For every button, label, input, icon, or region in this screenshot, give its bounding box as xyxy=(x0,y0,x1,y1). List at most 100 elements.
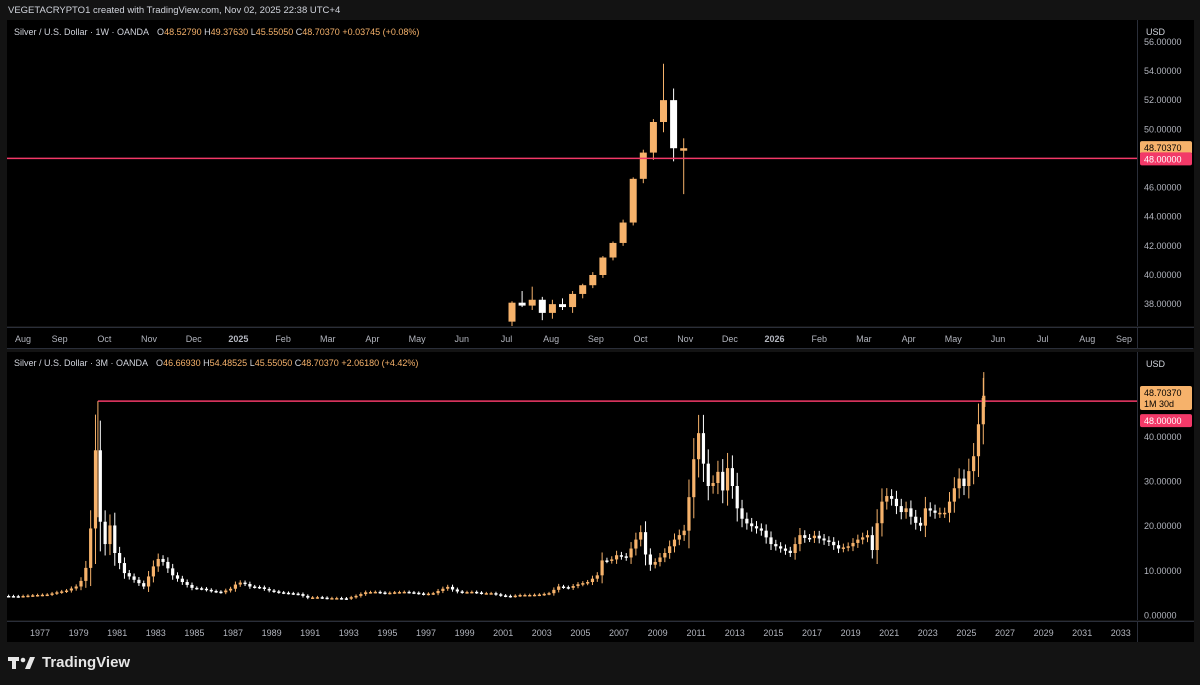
quarterly-price-axis[interactable]: USD 0.00000 10.00000 20.00000 30.00000 40.000… xyxy=(1137,352,1194,621)
quarterly-candle-body xyxy=(359,594,363,596)
quarterly-candle-body xyxy=(200,588,204,590)
quarterly-candle-body xyxy=(798,535,802,545)
quarterly-candle-body xyxy=(171,568,175,576)
weekly-time-tick: Nov xyxy=(677,334,694,344)
quarterly-time-tick: 2007 xyxy=(609,628,629,638)
quarterly-candle-body xyxy=(393,592,397,594)
quarterly-candle-body xyxy=(407,591,411,594)
quarterly-chart-pane[interactable] xyxy=(7,352,1137,620)
quarterly-candle-body xyxy=(339,598,344,600)
weekly-time-tick: Nov xyxy=(141,334,158,344)
quarterly-candle-body xyxy=(566,587,570,589)
quarterly-time-tick: 1987 xyxy=(223,628,243,638)
quarterly-candle-body xyxy=(431,593,435,595)
quarterly-candle-body xyxy=(161,558,165,562)
quarterly-candle-body xyxy=(64,590,69,593)
quarterly-candle-body xyxy=(880,501,884,524)
weekly-time-tick: Jul xyxy=(1037,334,1049,344)
weekly-price-tick: 56.00000 xyxy=(1144,37,1182,47)
quarterly-candle-body xyxy=(779,546,783,549)
quarterly-level-tag xyxy=(1140,414,1192,428)
quarterly-candle-body xyxy=(16,596,20,598)
quarterly-candle-body xyxy=(899,506,903,513)
quarterly-change: +2.06180 (+4.42%) xyxy=(341,358,419,368)
quarterly-candle-body xyxy=(677,535,681,540)
tradingview-footer[interactable]: TradingView xyxy=(8,654,130,671)
weekly-candle-body xyxy=(599,257,607,275)
quarterly-candle-body xyxy=(909,508,913,517)
quarterly-time-tick: 1993 xyxy=(339,628,359,638)
quarterly-candle-body xyxy=(706,463,710,486)
weekly-time-tick: Jun xyxy=(991,334,1006,344)
weekly-candle-body xyxy=(508,302,516,322)
weekly-symbol-title: Silver / U.S. Dollar · 1W · OANDA xyxy=(14,27,149,37)
quarterly-candle-body xyxy=(484,593,488,595)
quarterly-candle-body xyxy=(315,597,320,599)
quarterly-candle-body xyxy=(190,584,194,588)
quarterly-candle-body xyxy=(373,591,377,594)
quarterly-low: 45.55050 xyxy=(254,358,293,368)
quarterly-candle-body xyxy=(108,525,112,545)
quarterly-time-tick: 1985 xyxy=(184,628,204,638)
quarterly-candle-body xyxy=(224,590,228,593)
weekly-time-tick: Apr xyxy=(902,334,916,344)
quarterly-candle-body xyxy=(648,554,652,565)
weekly-candle-body xyxy=(619,222,627,243)
weekly-price-axis[interactable]: USD 38.00000 40.00000 42.00000 44.00000 46.00… xyxy=(1137,20,1194,326)
quarterly-candle-body xyxy=(904,508,908,513)
quarterly-candle-body xyxy=(296,593,300,596)
weekly-time-tick: May xyxy=(409,334,427,344)
weekly-price-tick: 42.00000 xyxy=(1144,241,1182,251)
weekly-time-tick: Sep xyxy=(588,334,604,344)
quarterly-candle-body xyxy=(750,523,754,527)
weekly-price-axis-svg: USD 38.00000 40.00000 42.00000 44.00000 46.00… xyxy=(1140,27,1192,309)
quarterly-candle-body xyxy=(127,573,131,577)
quarterly-candle-body xyxy=(238,582,242,585)
weekly-time-tick: Feb xyxy=(275,334,291,344)
quarterly-candle-body xyxy=(306,595,310,598)
quarterly-candle-body xyxy=(368,592,373,594)
weekly-time-tick: Aug xyxy=(15,334,31,344)
weekly-candle-body xyxy=(528,299,536,306)
quarterly-candle-body xyxy=(421,593,426,595)
quarterly-candle-body xyxy=(783,548,788,551)
weekly-chart-pane[interactable] xyxy=(7,20,1137,326)
quarterly-candle-body xyxy=(402,591,406,594)
quarterly-candle-body xyxy=(89,528,93,568)
quarterly-candle-body xyxy=(513,595,517,598)
quarterly-candle-body xyxy=(528,594,532,597)
quarterly-candle-body xyxy=(976,424,981,457)
quarterly-time-tick: 2009 xyxy=(648,628,668,638)
quarterly-candle-body xyxy=(735,486,739,509)
quarterly-time-axis-svg: 1977 1979 1981 1983 1985 1987 1989 1991 1993 1995… xyxy=(30,628,1131,638)
weekly-time-axis[interactable]: Aug Sep Oct Nov Dec 2025 Feb Mar Apr May Jun Jul Aug… xyxy=(7,327,1137,348)
quarterly-candle-body xyxy=(841,547,845,549)
quarterly-candle-body xyxy=(774,544,778,547)
quarterly-candle-body xyxy=(865,535,870,538)
quarterly-candle-body xyxy=(701,433,706,464)
weekly-price-tick: 40.00000 xyxy=(1144,270,1182,280)
quarterly-time-tick: 2029 xyxy=(1034,628,1054,638)
quarterly-time-tick: 2001 xyxy=(493,628,513,638)
quarterly-candle-body xyxy=(827,540,831,542)
quarterly-candle-body xyxy=(504,595,508,597)
quarterly-time-axis[interactable]: 1977 1979 1981 1983 1985 1987 1989 1991 1993 1995… xyxy=(7,621,1137,642)
weekly-time-tick: Feb xyxy=(811,334,827,344)
quarterly-candle-body xyxy=(952,488,956,502)
quarterly-time-tick: 2027 xyxy=(995,628,1015,638)
quarterly-candle-body xyxy=(532,594,537,597)
quarterly-candle-body xyxy=(455,589,459,592)
weekly-price-tick: 46.00000 xyxy=(1144,183,1182,193)
quarterly-price-tick: 20.00000 xyxy=(1144,521,1182,531)
quarterly-time-tick: 1989 xyxy=(262,628,282,638)
quarterly-candle-body xyxy=(870,535,874,551)
quarterly-candle-body xyxy=(754,526,759,529)
quarterly-candle-body xyxy=(725,468,730,491)
quarterly-candle-body xyxy=(93,450,98,529)
weekly-time-tick: Sep xyxy=(52,334,68,344)
weekly-time-tick: Jul xyxy=(501,334,513,344)
quarterly-candle-body xyxy=(113,525,117,553)
weekly-price-tick: 52.00000 xyxy=(1144,95,1182,105)
pane-divider[interactable] xyxy=(7,348,1193,349)
quarterly-candle-body xyxy=(923,508,927,526)
